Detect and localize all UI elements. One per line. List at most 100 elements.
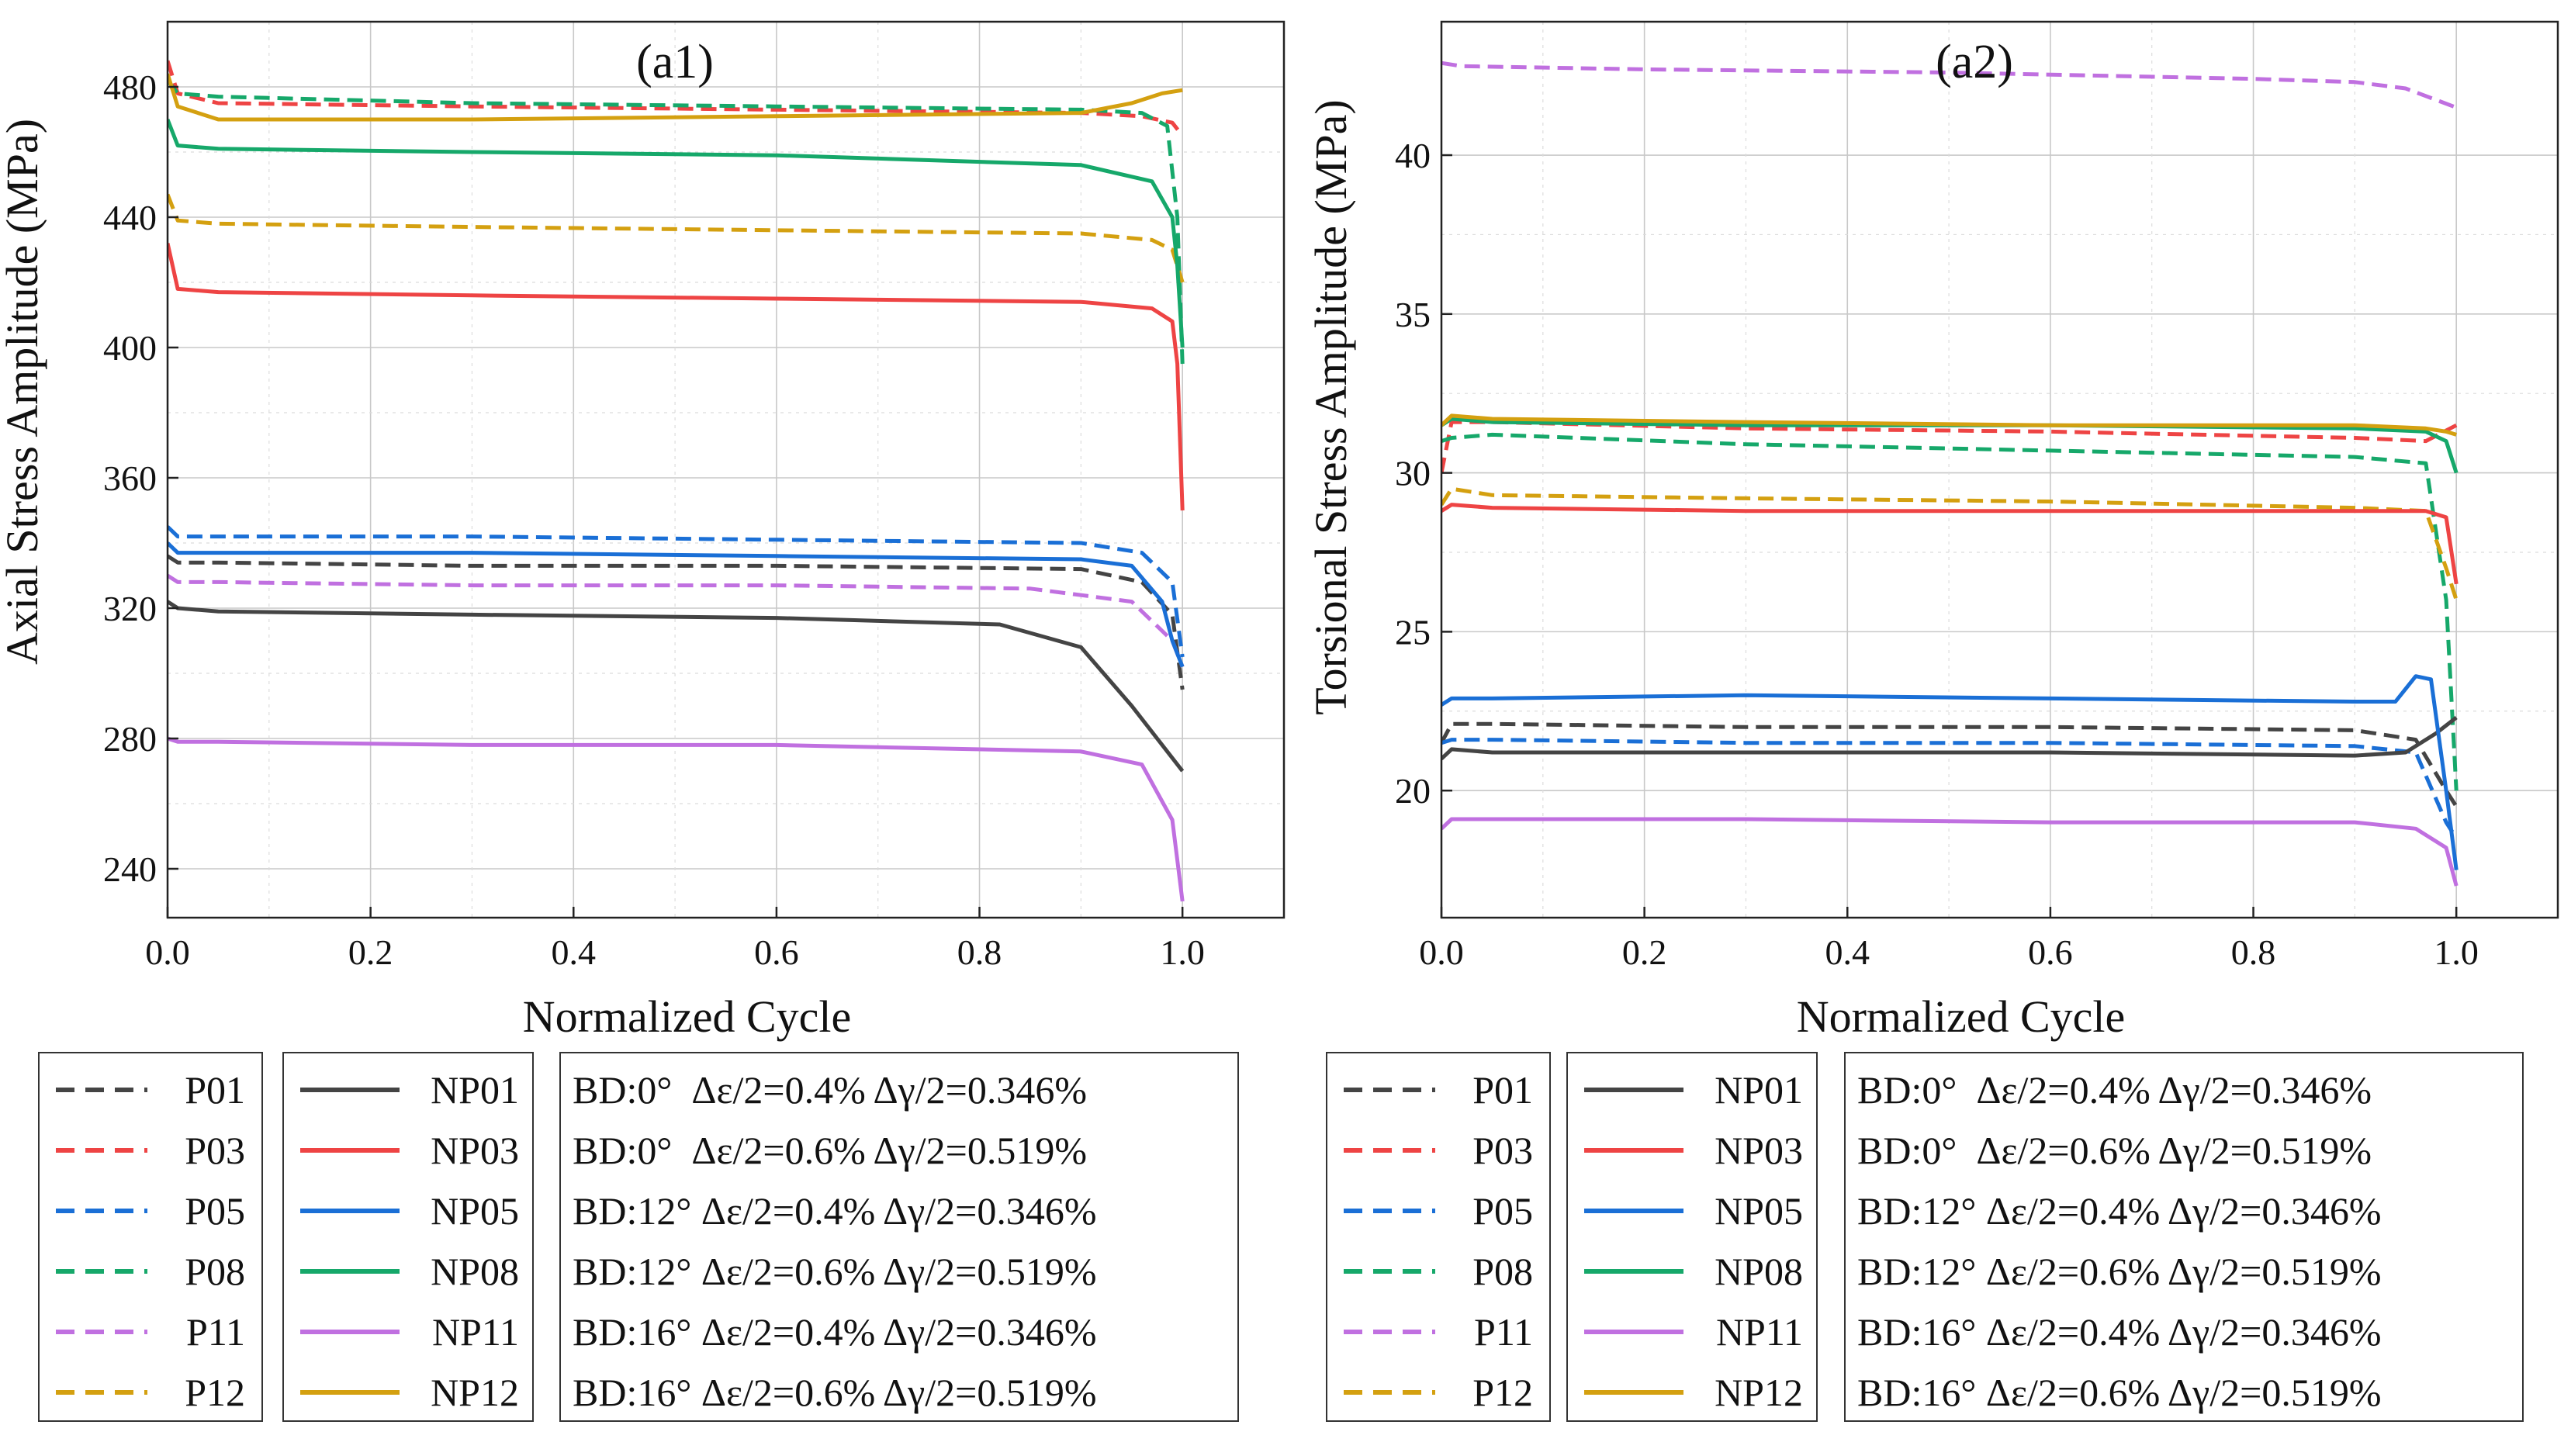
series-group [1441,61,2459,887]
series-line-p11 [1441,61,2458,109]
x-tick-label: 0.0 [145,932,190,972]
y-tick-label: 440 [103,198,157,237]
series-line-p03 [168,60,1185,137]
series-line-np05 [168,541,1185,668]
chart-a1-axial: 0.0 0.2 0.4 0.6 0.8 1.0 240 280 320 360 400 440 480 N… [0,20,1286,1042]
legend-label-p08: P08 [185,1250,245,1293]
x-axis-label: Normalized Cycle [523,991,852,1042]
y-tick-label: 20 [1395,771,1431,811]
series-line-p05 [168,525,1185,658]
legend-label-p11: P11 [1474,1310,1533,1354]
y-tick-label: 25 [1395,612,1431,652]
series-line-p11 [168,573,1185,668]
legend-label-np05: NP05 [431,1189,519,1233]
y-tick-label: 30 [1395,454,1431,493]
legend-label-np11: NP11 [1716,1310,1803,1354]
legend-condition: BD:16° Δε/2=0.4% Δγ/2=0.346% [573,1310,1096,1354]
legend-condition: BD:16° Δε/2=0.6% Δγ/2=0.519% [1857,1371,2381,1414]
y-axis-label: Torsional Stress Amplitude (MPa) [1306,99,1356,714]
chart-a2-torsional: 0.0 0.2 0.4 0.6 0.8 1.0 20 25 30 35 40 Normalized C… [1306,20,2559,1042]
legend-label-p05: P05 [1472,1189,1533,1233]
legend-label-np05: NP05 [1715,1189,1803,1233]
legend-label-p08: P08 [1472,1250,1533,1293]
legend-label-p12: P12 [1472,1371,1533,1414]
y-axis-label: Axial Stress Amplitude (MPa) [0,119,47,665]
legend-label-p03: P03 [1472,1129,1533,1172]
series-line-np01 [1441,716,2458,761]
legend-label-np01: NP01 [431,1068,519,1112]
legend-condition: BD:12° Δε/2=0.6% Δγ/2=0.519% [573,1250,1096,1293]
series-line-np03 [168,243,1185,511]
legend-label-np01: NP01 [1715,1068,1803,1112]
y-tick-label: 280 [103,719,157,759]
y-tick-label: 480 [103,67,157,107]
legend-label-np03: NP03 [431,1129,519,1172]
series-group [168,60,1185,902]
legend-a2: P01 NP01 BD:0° Δε/2=0.4% Δγ/2=0.346% P03 NP0… [1326,1052,2524,1422]
legend-box [38,1052,263,1422]
legend-box [1566,1052,1818,1422]
x-tick-label: 0.6 [2028,932,2073,972]
legend-box [282,1052,534,1422]
legend-label-p05: P05 [185,1189,245,1233]
legend-label-np08: NP08 [431,1250,519,1293]
series-line-np11 [168,736,1185,902]
legend-condition: BD:12° Δε/2=0.4% Δγ/2=0.346% [1857,1189,2381,1233]
series-line-np12 [1441,413,2457,437]
y-tick-label: 360 [103,458,157,498]
x-tick-label: 0.8 [957,932,1002,972]
series-line-np01 [168,600,1185,773]
x-tick-label: 0.4 [1825,932,1870,972]
legend-label-p01: P01 [185,1068,245,1112]
series-line-np11 [1441,817,2459,887]
legend-label-np03: NP03 [1715,1129,1803,1172]
y-tick-label: 240 [103,849,157,889]
legend-condition: BD:12° Δε/2=0.4% Δγ/2=0.346% [573,1189,1096,1233]
legend-box [559,1052,1239,1422]
legend-label-np08: NP08 [1715,1250,1803,1293]
y-tick-label: 400 [103,328,157,368]
legend-label-p01: P01 [1472,1068,1533,1112]
legend-box [1326,1052,1551,1422]
legend-box [1844,1052,2524,1422]
panel-label: (a2) [1936,36,2013,88]
x-tick-label: 0.2 [348,932,393,972]
x-tick-label: 0.6 [754,932,799,972]
series-line-p12 [1441,486,2459,601]
legend-label-p12: P12 [185,1371,245,1414]
legend-condition: BD:16° Δε/2=0.6% Δγ/2=0.519% [573,1371,1096,1414]
plot-frame [1440,20,2559,919]
series-line-np12 [168,73,1183,122]
x-tick-label: 0.0 [1419,932,1464,972]
panel-label: (a1) [636,36,714,88]
legend-label-np12: NP12 [431,1371,519,1414]
x-tick-label: 0.8 [2231,932,2276,972]
x-axis-label: Normalized Cycle [1797,991,2126,1042]
legend-condition: BD:12° Δε/2=0.6% Δγ/2=0.519% [1857,1250,2381,1293]
legend-condition: BD:0° Δε/2=0.4% Δγ/2=0.346% [1857,1068,2372,1112]
series-line-p08 [168,79,1185,365]
y-tick-label: 35 [1395,295,1431,334]
y-tick-label: 40 [1395,136,1431,175]
legend-label-p11: P11 [186,1310,245,1354]
plot-frame [166,20,1286,919]
series-line-p01 [1441,721,2459,808]
x-tick-label: 0.2 [1622,932,1667,972]
series-line-np03 [1441,503,2459,585]
series-line-p03 [1441,420,2458,474]
legend-a1: P01 NP01 BD:0° Δε/2=0.4% Δγ/2=0.346% P03 NP0… [38,1052,1239,1422]
legend-condition: BD:0° Δε/2=0.4% Δγ/2=0.346% [573,1068,1087,1112]
legend-condition: BD:0° Δε/2=0.6% Δγ/2=0.519% [573,1129,1087,1172]
legend-condition: BD:0° Δε/2=0.6% Δγ/2=0.519% [1857,1129,2372,1172]
legend-condition: BD:16° Δε/2=0.4% Δγ/2=0.346% [1857,1310,2381,1354]
y-tick-label: 320 [103,589,157,628]
x-tick-label: 1.0 [1160,932,1205,972]
series-line-np08 [168,119,1185,348]
series-line-np05 [1441,674,2459,870]
legend-label-np11: NP11 [432,1310,519,1354]
legend-label-p03: P03 [185,1129,245,1172]
series-line-p05 [1441,738,2459,839]
x-tick-label: 1.0 [2434,932,2479,972]
series-line-p12 [168,193,1185,283]
